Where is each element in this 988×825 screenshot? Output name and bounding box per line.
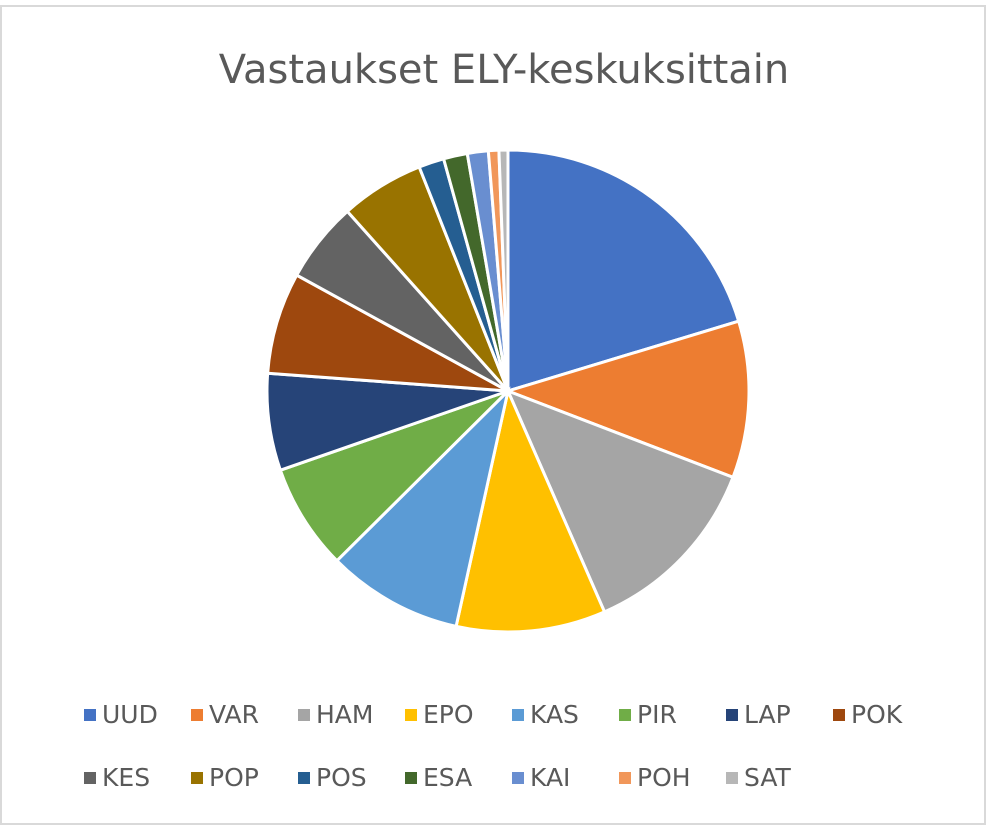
legend-label: HAM bbox=[316, 700, 373, 729]
legend-swatch bbox=[619, 709, 631, 721]
legend-swatch bbox=[84, 709, 96, 721]
legend-label: EPO bbox=[423, 700, 474, 729]
legend-swatch bbox=[833, 709, 845, 721]
pie-slice bbox=[497, 148, 510, 392]
legend-swatch bbox=[512, 709, 524, 721]
legend-label: KAI bbox=[530, 763, 570, 792]
legend-swatch bbox=[405, 709, 417, 721]
legend-swatch bbox=[298, 772, 310, 784]
pie-slice bbox=[278, 389, 510, 563]
legend-swatch bbox=[405, 772, 417, 784]
legend-swatch bbox=[191, 709, 203, 721]
pie-slice bbox=[503, 319, 751, 480]
legend-label: SAT bbox=[744, 763, 791, 792]
legend-label: POH bbox=[637, 763, 691, 792]
pie-slice bbox=[506, 148, 741, 394]
legend-label: KAS bbox=[530, 700, 579, 729]
legend-swatch bbox=[298, 709, 310, 721]
pie-slice bbox=[334, 386, 511, 629]
pie-slice bbox=[454, 386, 607, 634]
legend-swatch bbox=[512, 772, 524, 784]
pie-slice bbox=[505, 388, 735, 614]
chart-title: Vastaukset ELY-keskuksittain bbox=[219, 47, 789, 93]
legend-swatch bbox=[84, 772, 96, 784]
legend-label: PIR bbox=[637, 700, 677, 729]
legend-swatch bbox=[726, 709, 738, 721]
legend-label: KES bbox=[102, 763, 150, 792]
legend-label: POS bbox=[316, 763, 367, 792]
legend-label: ESA bbox=[423, 763, 472, 792]
legend-label: POP bbox=[209, 763, 259, 792]
legend-label: VAR bbox=[209, 700, 259, 729]
legend-label: UUD bbox=[102, 700, 158, 729]
legend-label: POK bbox=[851, 700, 903, 729]
legend-swatch bbox=[191, 772, 203, 784]
legend-label: LAP bbox=[744, 700, 791, 729]
legend-swatch bbox=[619, 772, 631, 784]
legend-swatch bbox=[726, 772, 738, 784]
